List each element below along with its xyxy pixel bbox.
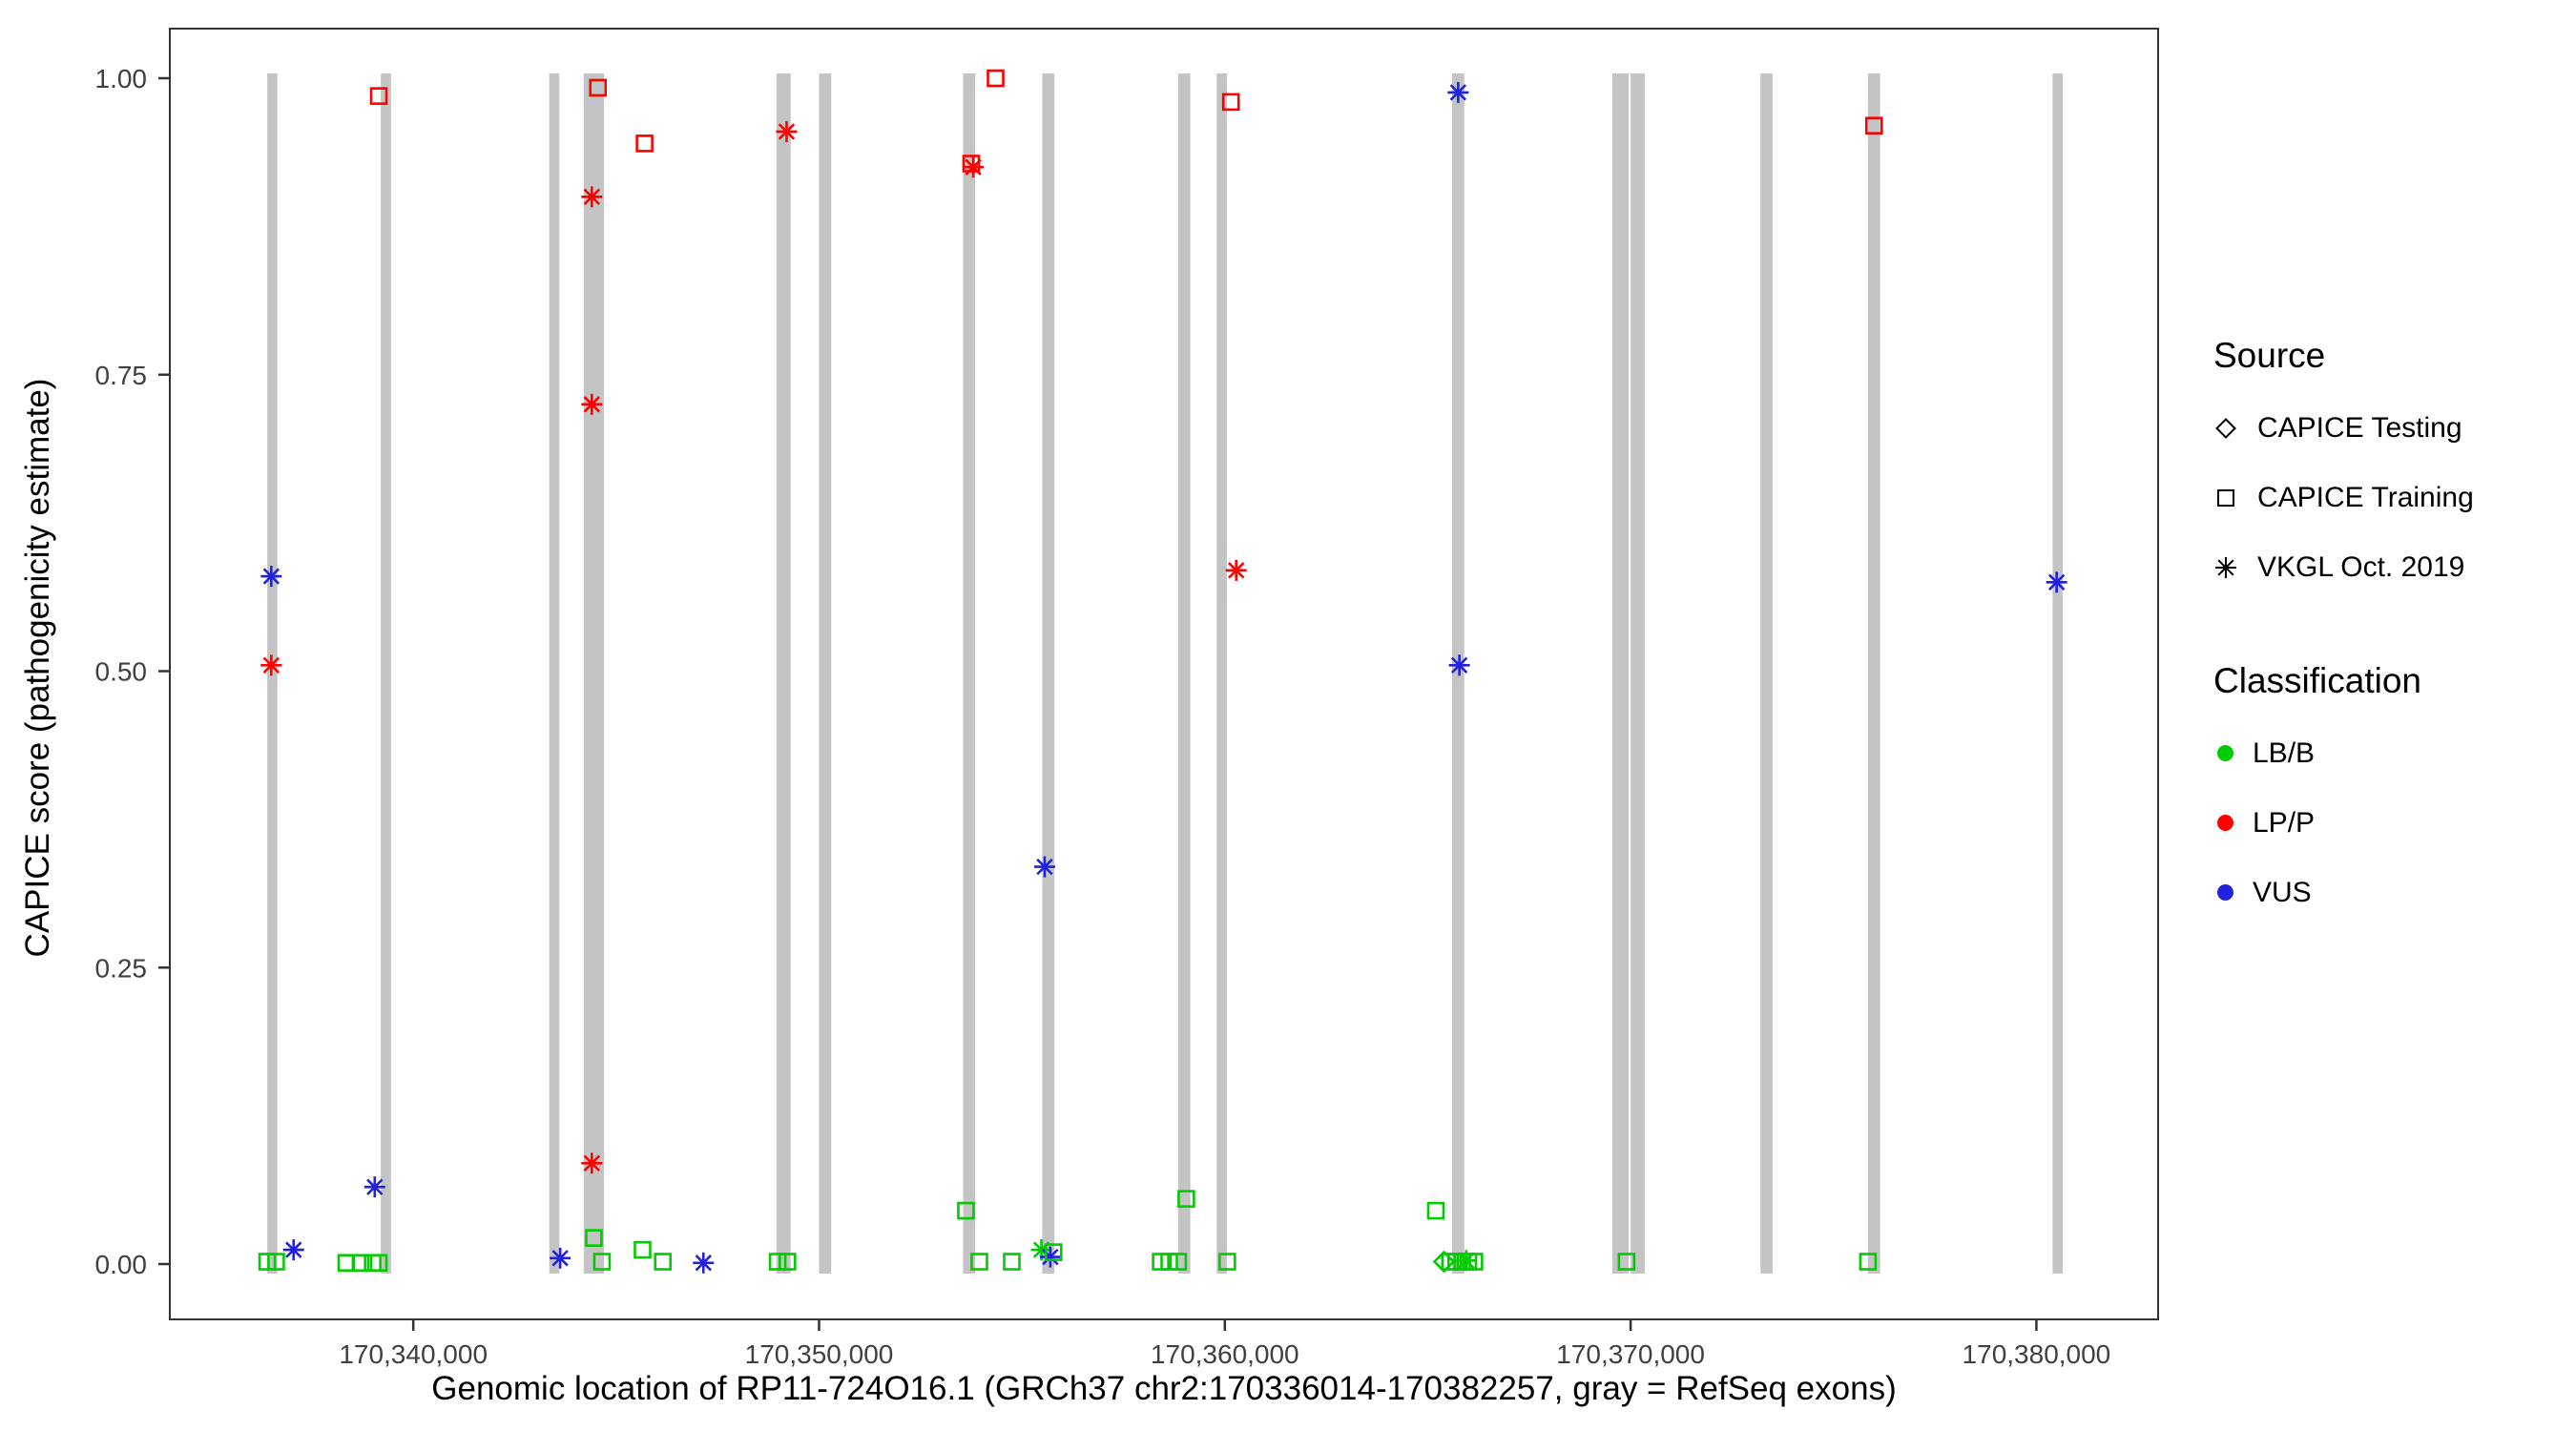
vkgl-point [583, 188, 601, 205]
legend-item-label: LP/P [2253, 806, 2316, 839]
legend-item-vkgl: VKGL Oct. 2019 [2213, 532, 2566, 602]
legend-item-label: CAPICE Training [2257, 481, 2474, 513]
exon-bar [819, 73, 832, 1274]
vkgl-point [583, 396, 601, 413]
training-point [369, 87, 388, 105]
exon-bar [1760, 73, 1773, 1274]
legend-item-lbb: LB/B [2213, 718, 2566, 788]
training-point [987, 69, 1005, 88]
legend-item-capice-testing: CAPICE Testing [2213, 393, 2566, 463]
exon-bar [1867, 73, 1880, 1274]
vkgl-point [366, 1178, 384, 1195]
lbb-color-dot [2217, 745, 2233, 761]
legend-item-label: LB/B [2253, 736, 2316, 769]
y-tick-label: 0.00 [95, 1250, 148, 1279]
vkgl-point [1228, 562, 1245, 579]
x-tick-label: 170,350,000 [745, 1339, 894, 1369]
training-point [585, 1229, 603, 1247]
panel-border [169, 28, 2159, 1320]
training-point [962, 155, 981, 173]
training-point [779, 1253, 797, 1271]
legend-item-label: VUS [2253, 876, 2312, 908]
vkgl-point [583, 1154, 601, 1172]
exon-bar [1216, 73, 1227, 1274]
exon-bar [776, 73, 791, 1274]
x-tick-label: 170,370,000 [1556, 1339, 1705, 1369]
training-point [1003, 1253, 1021, 1271]
training-point [351, 1254, 370, 1273]
training-point [654, 1253, 673, 1271]
vkgl-point [262, 568, 280, 585]
vus-color-dot [2217, 884, 2233, 901]
vkgl-point [2047, 573, 2066, 591]
exon-bar [381, 73, 391, 1274]
x-tick-label: 170,380,000 [1963, 1339, 2111, 1369]
y-tick-label: 0.75 [95, 361, 148, 390]
x-tick-label: 170,360,000 [1151, 1339, 1299, 1369]
vkgl-point [695, 1255, 712, 1272]
training-point [1426, 1201, 1445, 1220]
y-tick-label: 1.00 [95, 64, 148, 93]
exon-bar [549, 73, 560, 1274]
training-point [634, 1240, 652, 1259]
training-point [1617, 1253, 1636, 1271]
training-point [1045, 1243, 1063, 1261]
legend-classification-title: Classification [2213, 661, 2421, 700]
square-icon [2217, 488, 2234, 507]
y-tick-label: 0.25 [95, 953, 148, 983]
training-point [1177, 1190, 1195, 1208]
vkgl-point [285, 1241, 302, 1258]
vkgl-point [1036, 858, 1053, 876]
training-point [768, 1253, 787, 1271]
legend-item-capice-training: CAPICE Training [2213, 463, 2566, 532]
exon-bar [1631, 73, 1645, 1274]
legend-source-title: Source [2213, 336, 2326, 375]
training-point [267, 1253, 285, 1271]
legend: Source CAPICE Testing CAPICE Training [2213, 336, 2566, 927]
testing-point [1432, 1250, 1456, 1274]
training-point [970, 1253, 988, 1271]
legend-item-vus: VUS [2213, 858, 2566, 927]
legend-item-lpp: LP/P [2213, 788, 2566, 858]
training-point [369, 1254, 388, 1273]
legend-item-label: VKGL Oct. 2019 [2257, 550, 2465, 583]
training-point [1864, 116, 1883, 135]
training-point [592, 1253, 612, 1271]
training-point [1160, 1253, 1178, 1271]
training-point [1221, 93, 1240, 112]
legend-item-label: CAPICE Testing [2257, 411, 2462, 444]
training-point [1859, 1253, 1878, 1271]
exon-bar [963, 73, 976, 1274]
training-point [1169, 1253, 1188, 1271]
training-point [957, 1201, 975, 1220]
y-axis-title: CAPICE score (pathogenicity estimate) [19, 378, 56, 958]
exon-bar [2052, 73, 2064, 1274]
y-tick-label: 0.50 [95, 657, 148, 687]
training-point [589, 78, 607, 97]
diamond-icon [2215, 417, 2236, 439]
training-point [1218, 1253, 1236, 1271]
vkgl-point [778, 123, 796, 140]
training-point [258, 1253, 277, 1271]
lpp-color-dot [2217, 815, 2233, 831]
exon-bar [1042, 73, 1055, 1274]
exon-bar [583, 73, 605, 1274]
vkgl-point [1042, 1248, 1059, 1266]
vkgl-point [551, 1250, 569, 1267]
vkgl-point [1450, 656, 1468, 674]
asterisk-icon [2215, 556, 2236, 578]
x-tick-label: 170,340,000 [339, 1339, 488, 1369]
vkgl-point [262, 656, 280, 674]
x-axis-title: Genomic location of RP11-724O16.1 (GRCh3… [431, 1370, 1897, 1407]
exon-bar [1177, 73, 1191, 1274]
training-point [1465, 1253, 1484, 1271]
training-point [635, 135, 654, 153]
exon-bar [1611, 73, 1629, 1274]
vkgl-point [1449, 84, 1467, 101]
